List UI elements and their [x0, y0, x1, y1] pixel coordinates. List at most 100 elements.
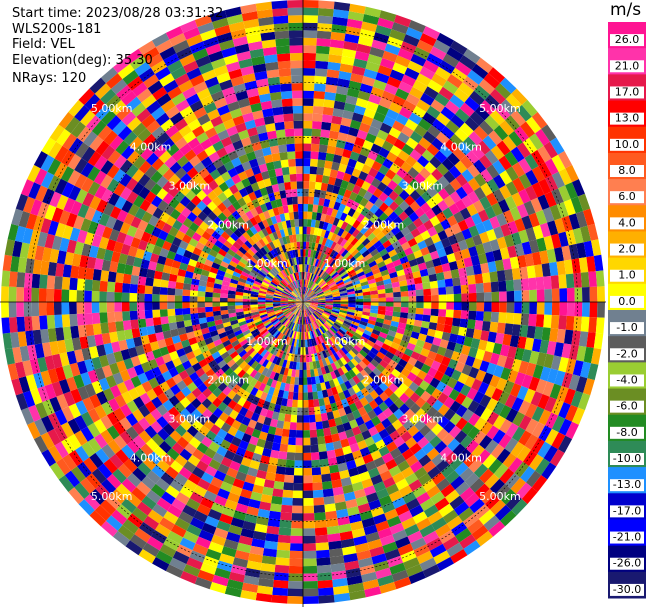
gate-cell: [367, 125, 380, 137]
gate-cell: [461, 168, 475, 183]
gate-cell: [431, 137, 445, 151]
gate-cell: [357, 153, 368, 165]
gate-cell: [436, 32, 454, 47]
gate-cell: [454, 128, 469, 142]
gate-cell: [342, 172, 352, 183]
gate-cell: [398, 81, 413, 94]
gate-cell: [581, 286, 590, 302]
gate-cell: [324, 214, 331, 224]
gate-cell: [343, 189, 353, 199]
gate-cell: [332, 185, 341, 195]
gate-cell: [524, 337, 535, 351]
gate-cell: [356, 243, 365, 252]
gate-cell: [441, 157, 455, 171]
gate-cell: [309, 281, 315, 289]
gate-cell: [306, 272, 310, 280]
gate-cell: [363, 108, 377, 119]
gate-cell: [455, 186, 468, 200]
gate-cell: [387, 179, 399, 191]
gate-cell: [414, 206, 426, 218]
gate-cell: [420, 246, 430, 257]
gate-cell: [303, 218, 308, 227]
gate-cell: [469, 111, 485, 126]
gate-cell: [333, 226, 341, 235]
gate-cell: [554, 342, 564, 357]
gate-cell: [309, 234, 314, 243]
gate-cell: [498, 155, 512, 171]
gate-cell: [428, 322, 438, 331]
gate-cell: [472, 234, 483, 247]
gate-cell: [385, 244, 395, 253]
gate-cell: [454, 231, 466, 243]
gate-cell: [354, 194, 364, 204]
gate-cell: [438, 309, 447, 317]
gate-cell: [387, 266, 397, 275]
gate-cell: [309, 273, 314, 281]
gate-cell: [346, 18, 363, 29]
gate-cell: [496, 322, 506, 334]
gate-cell: [339, 212, 348, 222]
gate-cell: [370, 177, 382, 189]
gate-cell: [354, 50, 370, 62]
gate-cell: [412, 105, 427, 119]
gate-cell: [370, 143, 382, 155]
gate-cell: [328, 54, 342, 64]
gate-cell: [395, 113, 409, 126]
gate-cell: [499, 120, 515, 136]
gate-cell: [348, 226, 357, 235]
gate-cell: [549, 204, 562, 221]
gate-cell: [367, 278, 376, 285]
gate-cell: [367, 232, 376, 242]
gate-cell: [507, 220, 519, 235]
gate-cell: [317, 295, 325, 299]
gate-cell: [348, 245, 357, 254]
gate-cell: [385, 169, 397, 180]
gate-cell: [345, 266, 354, 274]
gate-cell: [303, 52, 317, 61]
colorbar-tick-label: 1.0: [618, 269, 636, 282]
gate-cell: [431, 204, 443, 216]
gate-cell: [324, 292, 333, 297]
gate-cell: [349, 119, 362, 130]
gate-cell: [391, 316, 400, 323]
gate-cell: [465, 327, 475, 339]
gate-cell: [376, 244, 386, 253]
gate-cell: [351, 262, 360, 270]
gate-cell: [353, 264, 362, 272]
gate-cell: [328, 215, 336, 225]
gate-cell: [397, 131, 410, 144]
gate-cell: [385, 306, 394, 312]
gate-cell: [500, 99, 517, 116]
gate-cell: [303, 143, 312, 152]
gate-cell: [423, 288, 432, 296]
gate-cell: [385, 292, 394, 298]
gate-cell: [374, 171, 386, 182]
gate-cell: [440, 106, 456, 121]
gate-cell: [354, 312, 363, 318]
gate-cell: [333, 275, 341, 282]
gate-cell: [388, 201, 400, 212]
gate-cell: [483, 282, 492, 293]
gate-cell: [362, 311, 371, 317]
gate-cell: [307, 280, 312, 288]
gate-cell: [336, 170, 345, 180]
gate-cell: [490, 145, 505, 160]
gate-cell: [321, 121, 332, 131]
gate-cell: [447, 234, 459, 246]
gate-cell: [493, 125, 509, 141]
gate-cell: [350, 274, 359, 281]
gate-cell: [460, 248, 471, 260]
gate-cell: [398, 106, 413, 119]
gate-cell: [332, 108, 344, 118]
gate-cell: [490, 311, 500, 323]
gate-cell: [439, 255, 449, 265]
gate-cell: [314, 83, 326, 92]
gate-cell: [380, 269, 390, 277]
gate-cell: [509, 335, 520, 348]
gate-cell: [443, 245, 454, 256]
gate-cell: [581, 302, 590, 318]
gate-cell: [531, 182, 545, 198]
gate-cell: [391, 281, 400, 288]
gate-cell: [468, 225, 480, 238]
gate-cell: [597, 302, 605, 318]
